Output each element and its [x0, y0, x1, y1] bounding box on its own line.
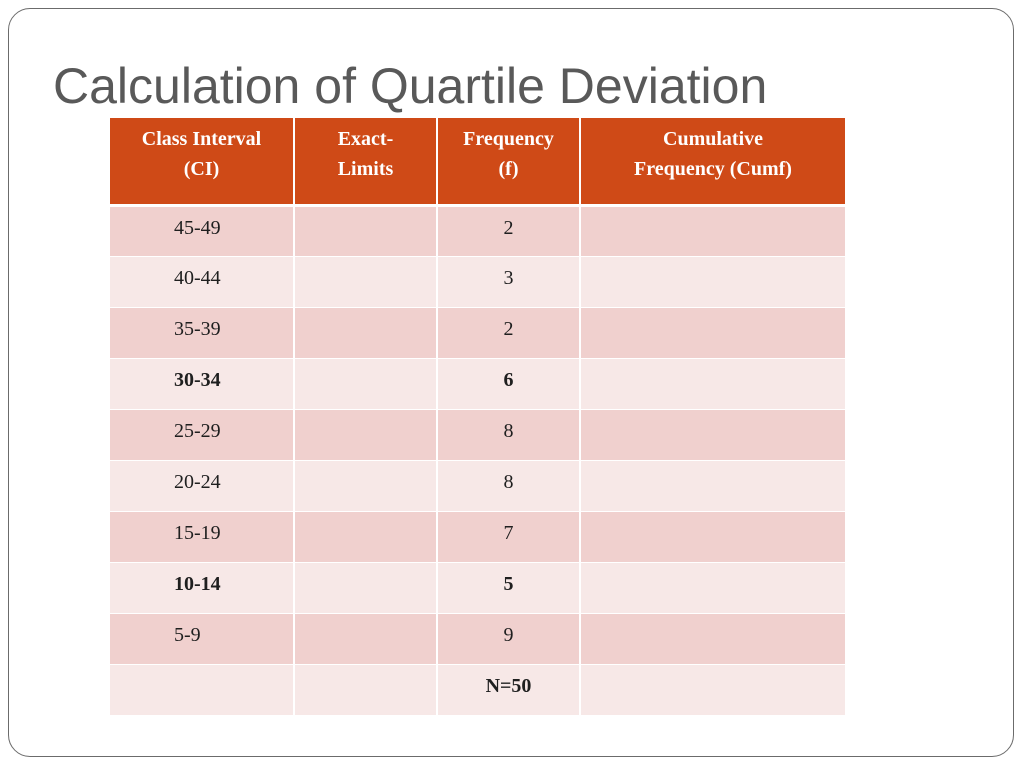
total-frequency-cell: N=50: [437, 664, 581, 716]
exact-limits-cell: [294, 307, 438, 359]
table-header-row: Class Interval (CI) Exact- Limits Freque…: [110, 118, 845, 207]
header-line: Class Interval: [141, 128, 262, 150]
class-interval-cell: 40-44: [110, 256, 295, 308]
table-row: 30-34 6: [110, 358, 845, 410]
exact-limits-cell: [294, 205, 438, 257]
class-interval-cell: 25-29: [110, 409, 295, 461]
cumulative-frequency-cell: [580, 205, 845, 257]
cumulative-frequency-cell: [580, 409, 845, 461]
table-row: 20-24 8: [110, 460, 845, 512]
cumulative-frequency-cell: [580, 307, 845, 359]
frequency-cell: 5: [437, 562, 581, 614]
exact-limits-cell: [294, 664, 438, 716]
quartile-table-container: Class Interval (CI) Exact- Limits Freque…: [110, 118, 845, 716]
header-line: Frequency (Cumf): [634, 158, 792, 180]
exact-limits-cell: [294, 511, 438, 563]
quartile-deviation-table: Class Interval (CI) Exact- Limits Freque…: [110, 118, 845, 716]
header-exact-limits: Exact- Limits: [294, 118, 438, 207]
cumulative-frequency-cell: [580, 358, 845, 410]
header-line: (CI): [183, 158, 220, 180]
frequency-cell: 7: [437, 511, 581, 563]
header-line: Frequency: [463, 128, 554, 150]
table-row: 5-9 9: [110, 613, 845, 665]
header-cumulative-frequency: Cumulative Frequency (Cumf): [580, 118, 845, 207]
table-row: 35-39 2: [110, 307, 845, 359]
header-line: (f): [498, 158, 519, 180]
header-frequency: Frequency (f): [437, 118, 581, 207]
frequency-cell: 2: [437, 205, 581, 257]
class-interval-cell: 5-9: [110, 613, 295, 665]
cumulative-frequency-cell: [580, 664, 845, 716]
exact-limits-cell: [294, 562, 438, 614]
class-interval-cell: 35-39: [110, 307, 295, 359]
cumulative-frequency-cell: [580, 460, 845, 512]
header-line: Limits: [337, 158, 394, 180]
header-class-interval: Class Interval (CI): [110, 118, 295, 207]
exact-limits-cell: [294, 256, 438, 308]
class-interval-cell: 15-19: [110, 511, 295, 563]
class-interval-cell: 45-49: [110, 205, 295, 257]
table-row: 40-44 3: [110, 256, 845, 308]
exact-limits-cell: [294, 409, 438, 461]
class-interval-cell: 10-14: [110, 562, 295, 614]
class-interval-cell: [110, 664, 295, 716]
table-row: 10-14 5: [110, 562, 845, 614]
frequency-cell: 3: [437, 256, 581, 308]
slide-title: Calculation of Quartile Deviation: [53, 58, 768, 114]
table-row: 25-29 8: [110, 409, 845, 461]
frequency-cell: 8: [437, 460, 581, 512]
class-interval-cell: 20-24: [110, 460, 295, 512]
cumulative-frequency-cell: [580, 511, 845, 563]
frequency-cell: 9: [437, 613, 581, 665]
cumulative-frequency-cell: [580, 613, 845, 665]
frequency-cell: 2: [437, 307, 581, 359]
header-line: Cumulative: [663, 128, 763, 150]
table-row: 45-49 2: [110, 205, 845, 257]
class-interval-cell: 30-34: [110, 358, 295, 410]
cumulative-frequency-cell: [580, 256, 845, 308]
frequency-cell: 8: [437, 409, 581, 461]
exact-limits-cell: [294, 358, 438, 410]
exact-limits-cell: [294, 613, 438, 665]
table-row: 15-19 7: [110, 511, 845, 563]
cumulative-frequency-cell: [580, 562, 845, 614]
header-line: Exact-: [337, 128, 394, 150]
exact-limits-cell: [294, 460, 438, 512]
table-total-row: N=50: [110, 664, 845, 716]
frequency-cell: 6: [437, 358, 581, 410]
